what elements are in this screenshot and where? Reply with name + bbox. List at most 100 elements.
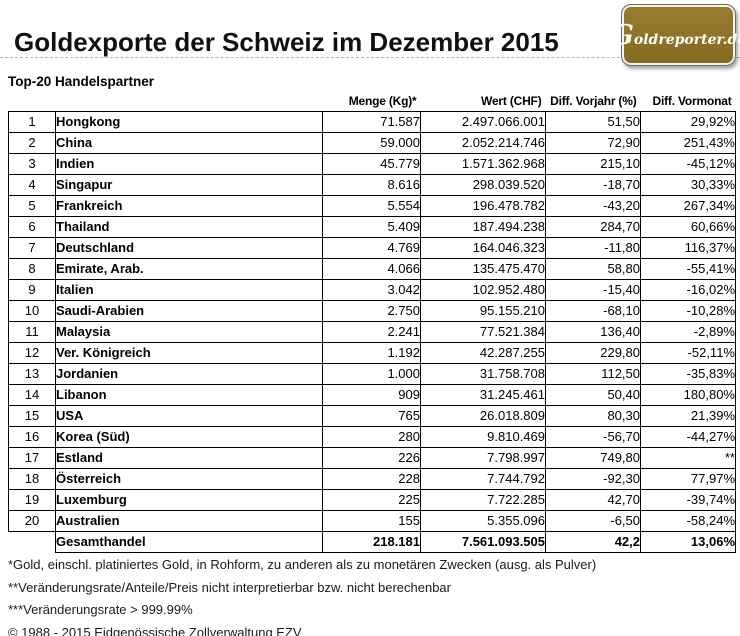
wert-cell: 31.245.461 <box>420 384 546 406</box>
rank-cell: 12 <box>8 342 56 364</box>
table-row: 9 Italien 3.042 102.952.480 -15,40 -16,0… <box>8 279 736 301</box>
table-subtitle: Top-20 Handelspartner <box>8 74 155 89</box>
country-cell: Thailand <box>55 216 323 238</box>
menge-cell: 2.750 <box>322 300 421 322</box>
diff-vormonat-cell: 116,37% <box>640 237 736 259</box>
diff-vormonat-cell: 77,97% <box>640 468 736 490</box>
rank-cell: 16 <box>8 426 56 448</box>
wert-cell: 31.758.708 <box>420 363 546 385</box>
country-cell: Luxemburg <box>55 489 323 511</box>
diff-vorjahr-cell: -15,40 <box>545 279 641 301</box>
menge-cell: 71.587 <box>322 111 421 133</box>
table-row: 6 Thailand 5.409 187.494.238 284,70 60,6… <box>8 216 736 238</box>
diff-vormonat-cell: -16,02% <box>640 279 736 301</box>
wert-column-header: Wert (CHF) <box>481 94 542 108</box>
country-cell: Österreich <box>55 468 323 490</box>
diff-vorjahr-cell: -43,20 <box>545 195 641 217</box>
diff-vormonat-cell: 21,39% <box>640 405 736 427</box>
diff-vormonat-cell: -52,11% <box>640 342 736 364</box>
wert-cell: 7.722.285 <box>420 489 546 511</box>
rank-cell: 11 <box>8 321 56 343</box>
wert-cell: 7.798.997 <box>420 447 546 469</box>
menge-cell: 765 <box>322 405 421 427</box>
rank-cell: 3 <box>8 153 56 175</box>
menge-cell: 218.181 <box>322 531 421 553</box>
table-row: 17 Estland 226 7.798.997 749,80 ** <box>8 447 736 469</box>
rank-cell: 10 <box>8 300 56 322</box>
diff-vormonat-cell: 60,66% <box>640 216 736 238</box>
country-cell: USA <box>55 405 323 427</box>
diff-vormonat-cell: 30,33% <box>640 174 736 196</box>
goldreporter-logo-text: Goldreporter.de <box>610 19 740 51</box>
diff-vormonat-cell: -35,83% <box>640 363 736 385</box>
country-cell: Estland <box>55 447 323 469</box>
rank-cell: 15 <box>8 405 56 427</box>
rank-cell: 20 <box>8 510 56 532</box>
country-column-header <box>56 94 323 112</box>
country-cell: China <box>55 132 323 154</box>
wert-cell: 42.287.255 <box>420 342 546 364</box>
table-row: 3 Indien 45.779 1.571.362.968 215,10 -45… <box>8 153 736 175</box>
table-total-body: Gesamthandel 218.181 7.561.093.505 42,2 … <box>8 531 736 553</box>
table-row: 15 USA 765 26.018.809 80,30 21,39% <box>8 405 736 427</box>
rank-column-header <box>9 94 56 112</box>
diff-vorjahr-cell: 58,80 <box>545 258 641 280</box>
table-row: 8 Emirate, Arab. 4.066 135.475.470 58,80… <box>8 258 736 280</box>
table-row: 5 Frankreich 5.554 196.478.782 -43,20 26… <box>8 195 736 217</box>
footnotes: *Gold, einschl. platiniertes Gold, in Ro… <box>8 554 596 636</box>
country-cell: Jordanien <box>55 363 323 385</box>
diff-vorjahr-cell: 80,30 <box>545 405 641 427</box>
menge-cell: 228 <box>322 468 421 490</box>
wert-cell: 196.478.782 <box>420 195 546 217</box>
diff-vorjahr-cell: 229,80 <box>545 342 641 364</box>
copyright-notice: © 1988 - 2015 Eidgenössische Zollverwalt… <box>8 624 302 636</box>
diff-vormonat-column-header: Diff. Vormonat <box>652 94 732 108</box>
wert-cell: 135.475.470 <box>420 258 546 280</box>
rank-cell: 6 <box>8 216 56 238</box>
diff-vormonat-cell: -39,74% <box>640 489 736 511</box>
diff-vormonat-cell: 29,92% <box>640 111 736 133</box>
goldreporter-logo: Goldreporter.de <box>611 4 740 66</box>
diff-vormonat-cell: ** <box>640 447 736 469</box>
table-row: 12 Ver. Königreich 1.192 42.287.255 229,… <box>8 342 736 364</box>
country-cell: Libanon <box>55 384 323 406</box>
table-row: 10 Saudi-Arabien 2.750 95.155.210 -68,10… <box>8 300 736 322</box>
menge-cell: 280 <box>322 426 421 448</box>
rank-cell <box>8 531 56 553</box>
diff-vorjahr-cell: 72,90 <box>545 132 641 154</box>
menge-cell: 155 <box>322 510 421 532</box>
footnote-rate-over-limit: ***Veränderungsrate > 999.99% <box>8 602 193 617</box>
menge-cell: 1.192 <box>322 342 421 364</box>
country-cell: Emirate, Arab. <box>55 258 323 280</box>
country-cell: Italien <box>55 279 323 301</box>
table-row: 7 Deutschland 4.769 164.046.323 -11,80 1… <box>8 237 736 259</box>
country-cell: Australien <box>55 510 323 532</box>
diff-vorjahr-cell: -56,70 <box>545 426 641 448</box>
table-row: 18 Österreich 228 7.744.792 -92,30 77,97… <box>8 468 736 490</box>
diff-vorjahr-cell: -92,30 <box>545 468 641 490</box>
wert-cell: 298.039.520 <box>420 174 546 196</box>
diff-vormonat-cell: 251,43% <box>640 132 736 154</box>
table-row: 20 Australien 155 5.355.096 -6,50 -58,24… <box>8 510 736 532</box>
wert-cell: 187.494.238 <box>420 216 546 238</box>
menge-cell: 2.241 <box>322 321 421 343</box>
diff-vorjahr-cell: 42,2 <box>545 531 641 553</box>
page-title: Goldexporte der Schweiz im Dezember 2015 <box>14 27 559 57</box>
diff-vormonat-cell: -44,27% <box>640 426 736 448</box>
country-cell: Indien <box>55 153 323 175</box>
diff-vorjahr-cell: -11,80 <box>545 237 641 259</box>
wert-cell: 7.744.792 <box>420 468 546 490</box>
wert-cell: 102.952.480 <box>420 279 546 301</box>
menge-cell: 59.000 <box>322 132 421 154</box>
diff-vormonat-cell: -45,12% <box>640 153 736 175</box>
country-cell: Ver. Königreich <box>55 342 323 364</box>
wert-cell: 26.018.809 <box>420 405 546 427</box>
menge-cell: 909 <box>322 384 421 406</box>
gold-exports-table: Menge (Kg)* Wert (CHF) Diff. Vorjahr (%)… <box>8 94 736 553</box>
rank-cell: 9 <box>8 279 56 301</box>
table-body: 1 Hongkong 71.587 2.497.066.001 51,50 29… <box>8 111 736 532</box>
rank-cell: 8 <box>8 258 56 280</box>
menge-cell: 226 <box>322 447 421 469</box>
menge-column-header: Menge (Kg)* <box>348 94 417 108</box>
rank-cell: 17 <box>8 447 56 469</box>
